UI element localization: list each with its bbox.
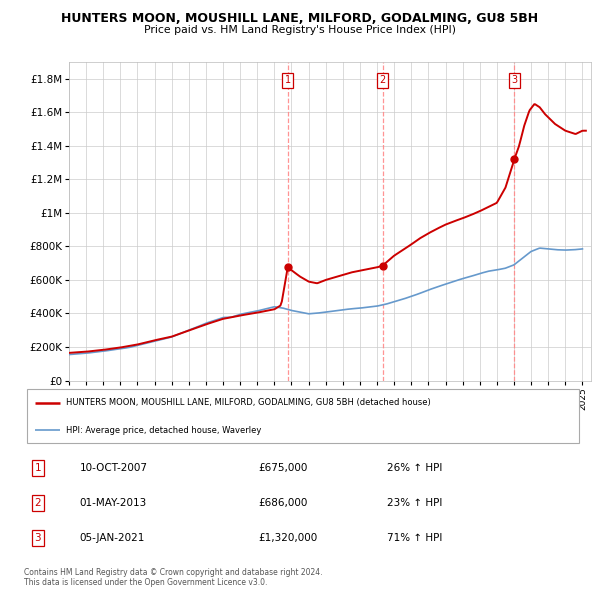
FancyBboxPatch shape bbox=[27, 389, 579, 443]
Text: HUNTERS MOON, MOUSHILL LANE, MILFORD, GODALMING, GU8 5BH: HUNTERS MOON, MOUSHILL LANE, MILFORD, GO… bbox=[61, 12, 539, 25]
Text: 26% ↑ HPI: 26% ↑ HPI bbox=[387, 463, 442, 473]
Text: HPI: Average price, detached house, Waverley: HPI: Average price, detached house, Wave… bbox=[66, 425, 261, 435]
Text: £1,320,000: £1,320,000 bbox=[259, 533, 317, 543]
Text: 3: 3 bbox=[35, 533, 41, 543]
Text: 01-MAY-2013: 01-MAY-2013 bbox=[80, 498, 147, 508]
Text: 10-OCT-2007: 10-OCT-2007 bbox=[80, 463, 148, 473]
Text: 1: 1 bbox=[35, 463, 41, 473]
Text: 71% ↑ HPI: 71% ↑ HPI bbox=[387, 533, 442, 543]
Text: 2: 2 bbox=[35, 498, 41, 508]
Text: 2: 2 bbox=[380, 76, 386, 86]
Text: Contains HM Land Registry data © Crown copyright and database right 2024.
This d: Contains HM Land Registry data © Crown c… bbox=[24, 568, 323, 587]
Text: 1: 1 bbox=[284, 76, 291, 86]
Text: HUNTERS MOON, MOUSHILL LANE, MILFORD, GODALMING, GU8 5BH (detached house): HUNTERS MOON, MOUSHILL LANE, MILFORD, GO… bbox=[66, 398, 431, 408]
Text: Price paid vs. HM Land Registry's House Price Index (HPI): Price paid vs. HM Land Registry's House … bbox=[144, 25, 456, 35]
Text: £686,000: £686,000 bbox=[259, 498, 308, 508]
Text: £675,000: £675,000 bbox=[259, 463, 308, 473]
Text: 05-JAN-2021: 05-JAN-2021 bbox=[80, 533, 145, 543]
Text: 23% ↑ HPI: 23% ↑ HPI bbox=[387, 498, 442, 508]
Text: 3: 3 bbox=[511, 76, 517, 86]
